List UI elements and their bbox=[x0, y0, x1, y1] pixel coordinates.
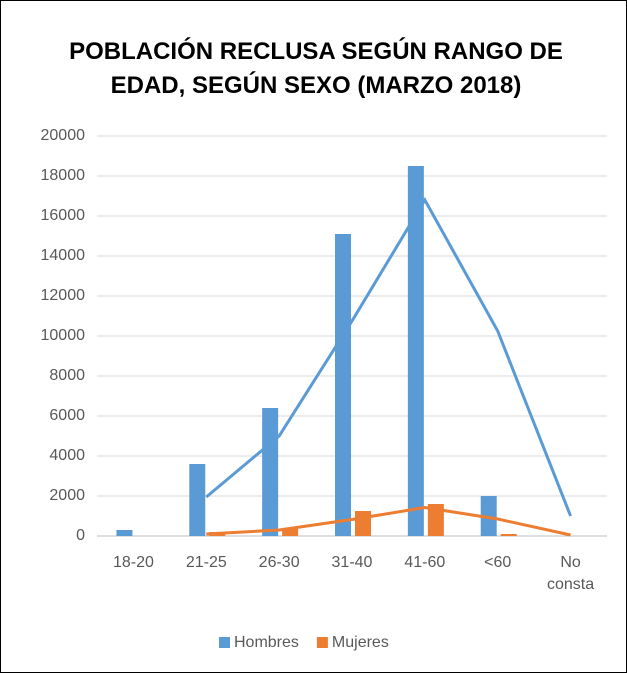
y-tick-label: 2000 bbox=[49, 487, 85, 504]
y-tick-label: 12000 bbox=[41, 287, 86, 304]
bar bbox=[335, 234, 351, 536]
y-tick-label: 4000 bbox=[49, 447, 85, 464]
bar bbox=[480, 496, 497, 536]
legend-label: Mujeres bbox=[332, 634, 389, 651]
chart-title: POBLACIÓN RECLUSA SEGÚN RANGO DE EDAD, S… bbox=[69, 38, 563, 99]
y-tick-label: 18000 bbox=[41, 167, 86, 184]
bar bbox=[262, 408, 279, 536]
legend-swatch bbox=[316, 637, 328, 648]
x-tick-label: 41-60 bbox=[404, 554, 446, 571]
x-tick-label: No consta bbox=[546, 554, 595, 593]
y-tick-label: 16000 bbox=[41, 207, 86, 224]
x-tick-label: <60 bbox=[484, 554, 512, 571]
y-tick-label: 0 bbox=[76, 527, 85, 544]
y-tick-label: 20000 bbox=[41, 127, 86, 144]
trend-line bbox=[205, 197, 572, 517]
y-tick-label: 6000 bbox=[49, 407, 85, 424]
bar bbox=[189, 464, 206, 536]
bar bbox=[355, 511, 371, 536]
x-tick-label: 26-30 bbox=[258, 554, 300, 571]
bar bbox=[282, 528, 299, 536]
x-tick-label: 18-20 bbox=[112, 554, 154, 571]
y-tick-label: 8000 bbox=[49, 367, 85, 384]
legend-label: Hombres bbox=[234, 634, 299, 651]
legend-swatch bbox=[219, 637, 230, 648]
y-tick-label: 14000 bbox=[41, 247, 86, 264]
bar bbox=[116, 530, 133, 536]
x-tick-label: 31-40 bbox=[331, 554, 373, 571]
x-tick-label: 21-25 bbox=[185, 554, 227, 571]
bar bbox=[500, 534, 517, 536]
bar bbox=[427, 504, 444, 536]
bar bbox=[407, 166, 424, 536]
trend-line bbox=[206, 505, 571, 537]
y-tick-label: 10000 bbox=[41, 327, 86, 344]
